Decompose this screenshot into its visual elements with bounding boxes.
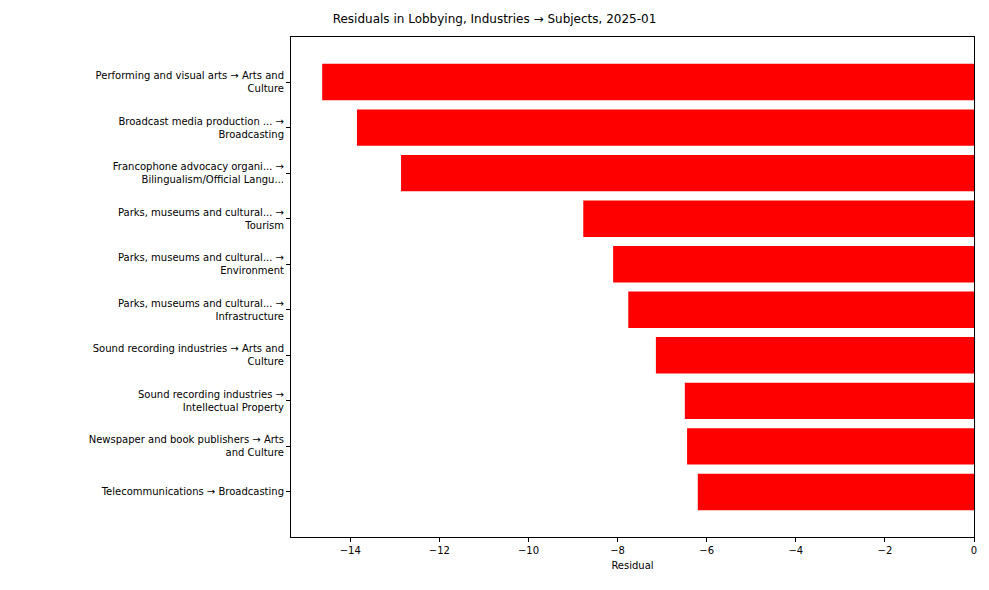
- svg-text:Performing and visual arts → A: Performing and visual arts → Arts andCul…: [96, 70, 284, 94]
- svg-text:−6: −6: [699, 545, 714, 556]
- svg-text:Parks, museums and cultural...: Parks, museums and cultural... →Tourism: [118, 207, 284, 231]
- svg-text:−10: −10: [518, 545, 539, 556]
- svg-text:0: 0: [971, 545, 977, 556]
- svg-text:Parks, museums and cultural...: Parks, museums and cultural... →Infrastr…: [118, 298, 284, 322]
- svg-text:Francophone advocacy organi...: Francophone advocacy organi... →Bilingua…: [113, 161, 284, 185]
- svg-text:−12: −12: [429, 545, 450, 556]
- svg-text:Sound recording industries →In: Sound recording industries →Intellectual…: [138, 389, 284, 413]
- svg-text:Residuals in Lobbying, Industr: Residuals in Lobbying, Industries → Subj…: [333, 12, 657, 26]
- svg-text:Telecommunications → Broadcast: Telecommunications → Broadcasting: [101, 486, 284, 497]
- svg-text:Broadcast media production ...: Broadcast media production ... →Broadcas…: [118, 116, 284, 140]
- svg-text:Sound recording industries → A: Sound recording industries → Arts andCul…: [93, 343, 284, 367]
- svg-text:−8: −8: [610, 545, 625, 556]
- svg-text:−14: −14: [340, 545, 361, 556]
- svg-text:Parks, museums and cultural...: Parks, museums and cultural... →Environm…: [118, 252, 284, 276]
- svg-text:−4: −4: [788, 545, 803, 556]
- svg-text:Newspaper and book publishers: Newspaper and book publishers → Artsand …: [89, 434, 284, 458]
- svg-text:Residual: Residual: [611, 560, 653, 571]
- svg-text:−2: −2: [878, 545, 893, 556]
